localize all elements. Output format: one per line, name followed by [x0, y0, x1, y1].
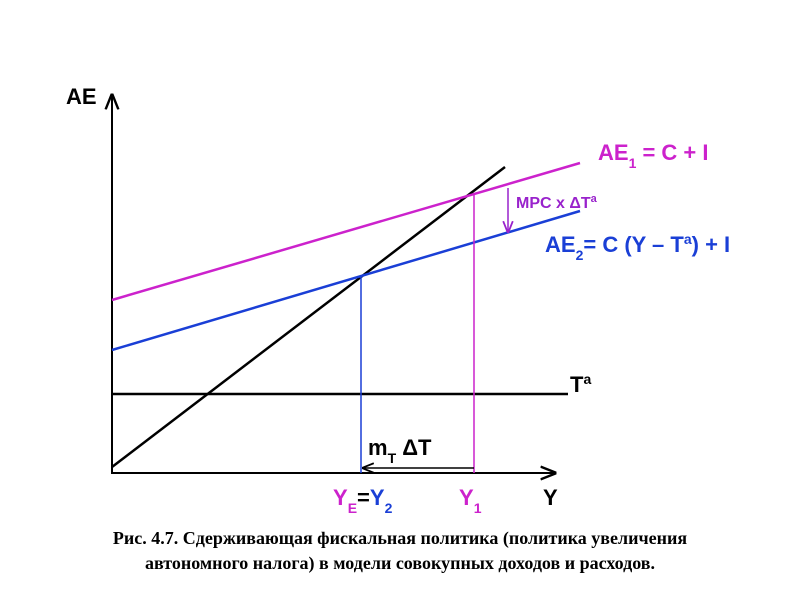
ae2-label: AE2= C (Y – Ta) + I	[545, 231, 730, 263]
ae2-sub: 2	[576, 247, 584, 263]
vertical-axis-label: AE	[66, 84, 97, 109]
ye-sub: E	[348, 500, 357, 516]
ye-name: Y	[333, 485, 348, 510]
multiplier-label: mT ΔT	[368, 435, 432, 466]
mpc-sup: a	[591, 193, 598, 205]
ae2-name: AE	[545, 232, 576, 257]
mpc-text: MPC x ΔT	[516, 195, 591, 212]
ae1-label: AE1 = C + I	[598, 140, 709, 171]
y2-name: Y	[370, 485, 385, 510]
y1-sub: 1	[474, 500, 482, 516]
45-degree-line	[111, 166, 506, 468]
ae1-name: AE	[598, 140, 629, 165]
mpc-label: MPC x ΔTa	[516, 193, 598, 212]
ae2-sup: a	[684, 231, 692, 247]
caption-line: Рис. 4.7. Сдерживающая фискальная полити…	[113, 528, 687, 549]
equals: =	[357, 485, 370, 510]
caption-line: автономного налога) в модели совокупных …	[145, 553, 655, 574]
multiplier-sub: T	[388, 450, 397, 466]
ae1-formula: = C + I	[636, 140, 708, 165]
ae2-formula-end: ) + I	[692, 232, 731, 257]
horizontal-axis-label: Y	[543, 485, 558, 510]
ae2-line	[111, 209, 581, 352]
y2-sub: 2	[385, 500, 393, 516]
y1-name: Y	[459, 485, 474, 510]
axes	[111, 95, 555, 474]
tax-sup: a	[583, 371, 591, 387]
initial-label: Y1	[459, 485, 482, 516]
equilibrium-label: YE=Y2	[333, 485, 393, 516]
tax-name: T	[570, 372, 584, 397]
ae2-formula-start: = C (Y – T	[583, 232, 684, 257]
tax-label: Ta	[570, 371, 591, 397]
multiplier-rest: ΔT	[396, 435, 432, 460]
multiplier-name: m	[368, 435, 388, 460]
ae1-line	[111, 161, 581, 302]
ae1-sub: 1	[629, 155, 637, 171]
